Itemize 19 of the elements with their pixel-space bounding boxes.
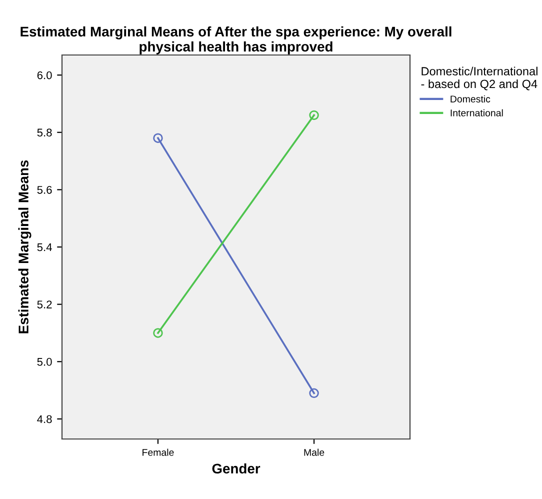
- legend-label: International: [450, 109, 503, 116]
- y-tick-label: 6.0: [37, 71, 52, 80]
- point: [309, 110, 319, 120]
- point: [153, 133, 163, 143]
- y-tick-label: 5.0: [37, 358, 52, 366]
- legend-label: Domestic: [450, 95, 490, 102]
- x-tick-label: Male: [304, 448, 324, 456]
- y-tick-label: 5.6: [37, 186, 52, 194]
- y-tick-label: 5.2: [37, 300, 52, 308]
- y-axis-title: Estimated Marginal Means: [18, 160, 32, 334]
- chart-title: Estimated Marginal Means of After the spa experience: My overall physical health has improved: [20, 26, 452, 54]
- y-tick-label: 5.4: [37, 243, 52, 252]
- point: [309, 388, 319, 398]
- point: [153, 328, 163, 338]
- x-tick-label: Female: [142, 448, 174, 456]
- x-axis-title: Gender: [212, 463, 260, 474]
- y-tick-label: 4.8: [37, 415, 52, 424]
- y-tick-label: 5.8: [37, 128, 52, 137]
- legend-title: Domestic/International - based on Q2 and Q4: [421, 66, 538, 90]
